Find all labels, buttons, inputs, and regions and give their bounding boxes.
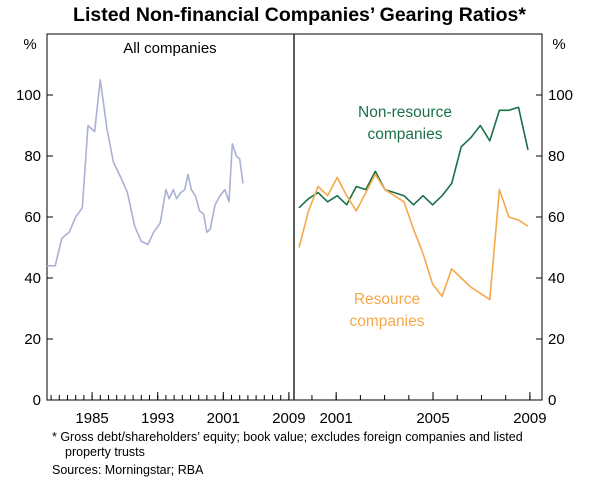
chart-sources: Sources: Morningstar; RBA xyxy=(52,463,204,477)
y-tick-label-left: 40 xyxy=(24,270,41,287)
series-label-resource-line2: companies xyxy=(350,313,425,330)
panel-label-all-companies: All companies xyxy=(123,40,216,57)
y-tick-label-right: 0 xyxy=(548,392,556,409)
y-tick-label-right: 100 xyxy=(548,87,573,104)
y-tick-label-left: 100 xyxy=(16,87,41,104)
x-tick-label: 2005 xyxy=(416,410,449,427)
chart-title: Listed Non-financial Companies’ Gearing … xyxy=(73,4,526,26)
series-label-non-resource-line1: Non-resource xyxy=(358,104,452,121)
y-tick-label-left: 60 xyxy=(24,209,41,226)
y-axis-unit-left: % xyxy=(23,36,36,53)
series-line-all-companies xyxy=(47,79,244,267)
y-tick-label-right: 40 xyxy=(548,270,565,287)
x-tick-label: 1985 xyxy=(75,410,108,427)
y-tick-label-left: 80 xyxy=(24,148,41,165)
y-tick-label-left: 0 xyxy=(33,392,41,409)
y-tick-label-right: 20 xyxy=(548,331,565,348)
x-tick-label: 2001 xyxy=(207,410,240,427)
y-axis-unit-right: % xyxy=(552,36,565,53)
x-tick-label: 2001 xyxy=(319,410,352,427)
x-tick-label: 2009 xyxy=(513,410,546,427)
series-line-non-resource-companies xyxy=(298,106,529,209)
chart-footnote: * Gross debt/shareholders’ equity; book … xyxy=(52,430,523,459)
y-tick-label-right: 60 xyxy=(548,209,565,226)
x-tick-label: 1993 xyxy=(141,410,174,427)
y-tick-label-left: 20 xyxy=(24,331,41,348)
series-line-resource-companies xyxy=(298,173,529,301)
series-label-resource-line1: Resource xyxy=(354,291,420,308)
series-label-non-resource-line2: companies xyxy=(368,126,443,143)
x-tick-label: 2009 xyxy=(272,410,305,427)
y-tick-label-right: 80 xyxy=(548,148,565,165)
